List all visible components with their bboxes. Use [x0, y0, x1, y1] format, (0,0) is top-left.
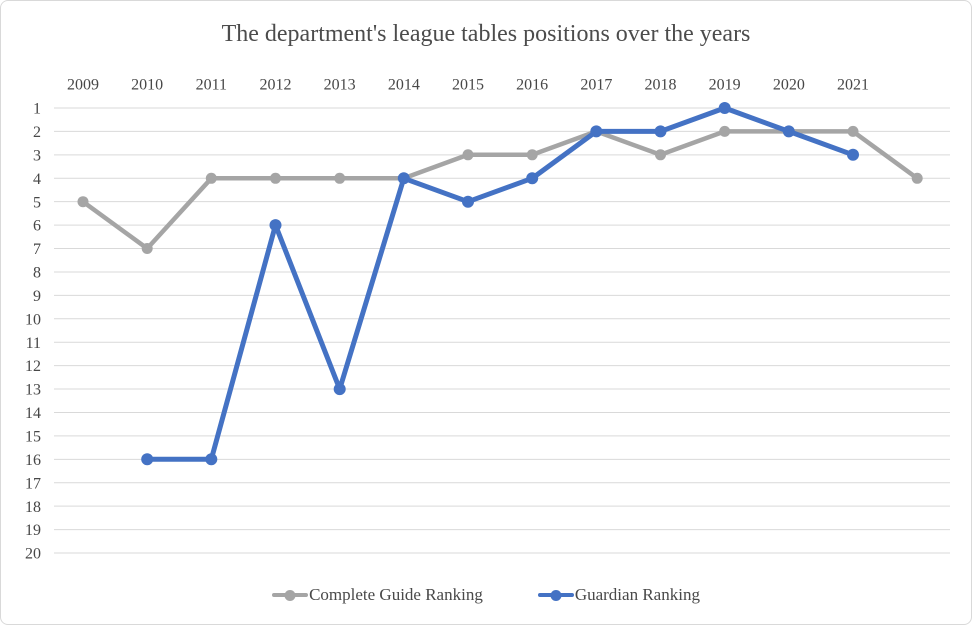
- x-tick-label: 2012: [260, 77, 292, 94]
- x-tick-label: 2015: [452, 77, 484, 94]
- data-point: [526, 172, 539, 185]
- y-tick-label: 2: [33, 124, 41, 141]
- data-point: [847, 148, 859, 161]
- y-tick-label: 15: [25, 428, 41, 445]
- y-tick-label: 3: [33, 147, 41, 164]
- y-tick-label: 17: [25, 475, 41, 492]
- x-tick-label: 2013: [324, 77, 356, 94]
- x-tick-label: 2019: [709, 77, 741, 94]
- y-tick-label: 18: [25, 499, 41, 516]
- series-line-guardian-ranking: [144, 105, 856, 462]
- y-tick-label: 6: [33, 218, 41, 235]
- data-point: [205, 453, 218, 466]
- y-tick-label: 1: [33, 101, 41, 118]
- y-tick-label: 5: [33, 194, 41, 211]
- data-point: [141, 243, 153, 254]
- data-point: [77, 196, 89, 208]
- y-tick-label: 16: [25, 452, 41, 469]
- y-tick-label: 12: [25, 358, 41, 375]
- chart-legend: Complete Guide Ranking Guardian Ranking: [1, 585, 971, 605]
- x-tick-label: 2014: [388, 77, 420, 94]
- data-point: [655, 149, 666, 161]
- data-point: [333, 383, 346, 396]
- data-point: [462, 149, 474, 161]
- x-tick-label: 2017: [580, 77, 612, 94]
- complete-guide-ranking-marker-icon: [272, 589, 309, 601]
- x-tick-label: 2020: [773, 77, 805, 94]
- y-tick-label: 13: [25, 382, 41, 399]
- data-point: [334, 172, 346, 184]
- data-point: [397, 172, 410, 185]
- x-tick-label: 2016: [516, 77, 548, 94]
- y-tick-label: 8: [33, 265, 41, 282]
- x-tick-label: 2011: [196, 77, 227, 94]
- y-tick-label: 4: [33, 171, 41, 188]
- y-tick-label: 20: [25, 546, 41, 563]
- data-point: [718, 102, 731, 114]
- y-tick-label: 10: [25, 311, 41, 328]
- x-tick-label: 2010: [131, 77, 163, 94]
- data-point: [654, 125, 667, 138]
- data-point: [462, 195, 474, 208]
- x-tick-label: 2021: [837, 77, 869, 94]
- legend-label-complete-guide-ranking: Complete Guide Ranking: [309, 585, 483, 604]
- data-point: [269, 219, 282, 232]
- y-tick-label: 7: [33, 241, 41, 258]
- y-tick-label: 9: [33, 288, 41, 305]
- x-tick-label: 2018: [645, 77, 677, 94]
- guardian-ranking-marker-icon: [537, 589, 574, 601]
- data-point: [141, 453, 154, 466]
- legend-label-guardian-ranking: Guardian Ranking: [574, 585, 700, 604]
- y-tick-label: 19: [25, 522, 41, 539]
- data-point: [911, 172, 923, 184]
- legend-item-complete-guide-ranking: Complete Guide Ranking: [272, 585, 483, 605]
- chart-title: The department's league tables positions…: [221, 21, 751, 47]
- series-line-complete-guide-ranking: [80, 129, 920, 251]
- data-point: [270, 172, 281, 184]
- data-point: [590, 125, 603, 138]
- y-tick-label: 14: [25, 405, 41, 422]
- data-point: [719, 125, 731, 137]
- legend-item-guardian-ranking: Guardian Ranking: [537, 585, 700, 605]
- y-tick-label: 11: [26, 335, 41, 352]
- data-point: [526, 149, 538, 161]
- data-point: [782, 125, 795, 138]
- data-point: [847, 125, 859, 137]
- data-point: [205, 172, 217, 184]
- x-tick-label: 2009: [67, 77, 99, 94]
